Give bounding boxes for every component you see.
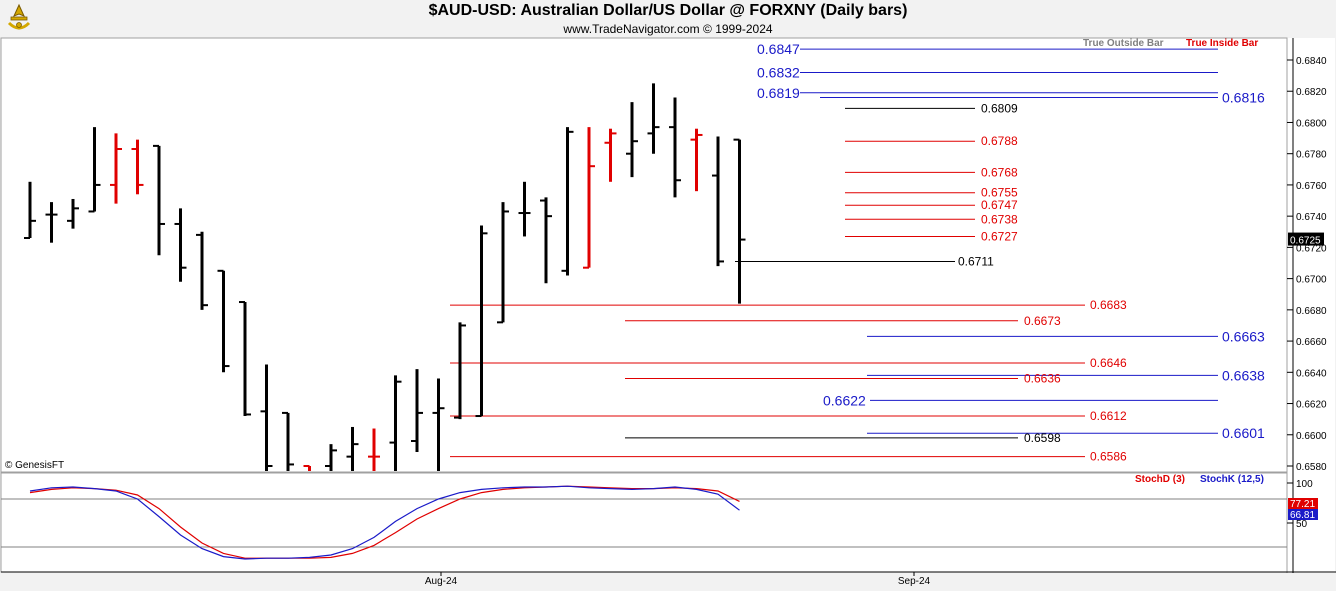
stoch-d-value: 77.21 bbox=[1290, 499, 1315, 510]
ohlc-bar bbox=[239, 301, 251, 417]
price-tick-label: 0.6840 bbox=[1296, 56, 1327, 67]
price-pane bbox=[0, 37, 1288, 473]
ohlc-bar bbox=[518, 181, 531, 237]
ohlc-bar bbox=[217, 269, 230, 373]
stoch-d-badge bbox=[1288, 498, 1318, 509]
price-tick-label: 0.6680 bbox=[1296, 306, 1327, 317]
ohlc-bar bbox=[561, 127, 574, 276]
price-tick-label: 0.6720 bbox=[1296, 243, 1327, 254]
ohlc-bar bbox=[153, 144, 165, 256]
price-tick-label: 0.6580 bbox=[1296, 462, 1327, 473]
price-level-label: 0.6816 bbox=[1222, 89, 1265, 105]
legend-inside-bar: True Inside Bar bbox=[1186, 38, 1258, 49]
price-level-label: 0.6636 bbox=[1024, 372, 1061, 386]
price-level-label: 0.6612 bbox=[1090, 409, 1127, 423]
ohlc-bar bbox=[712, 136, 724, 267]
last-price-label: 0.6725 bbox=[1290, 236, 1321, 247]
copyright-label: © GenesisFT bbox=[5, 460, 64, 471]
price-level-label: 0.6738 bbox=[981, 212, 1018, 226]
ohlc-bar bbox=[131, 139, 144, 195]
price-level-label: 0.6673 bbox=[1024, 314, 1061, 328]
ohlc-bar bbox=[45, 202, 58, 243]
ohlc-bar bbox=[669, 97, 681, 198]
price-tick-label: 0.6760 bbox=[1296, 181, 1327, 192]
price-level-label: 0.6638 bbox=[1222, 367, 1265, 383]
price-level-label: 0.6683 bbox=[1090, 298, 1127, 312]
price-level-label: 0.6598 bbox=[1024, 431, 1061, 445]
price-tick-label: 0.6640 bbox=[1296, 368, 1327, 379]
price-tick-label: 0.6600 bbox=[1296, 431, 1327, 442]
last-price-badge bbox=[1288, 232, 1324, 246]
ohlc-bar bbox=[475, 225, 488, 418]
stoch-tick-label: 50 bbox=[1296, 519, 1308, 530]
price-axis-area bbox=[1287, 38, 1335, 573]
ohlc-bar bbox=[454, 322, 466, 420]
price-level-label: 0.6809 bbox=[981, 101, 1018, 115]
price-level-label: 0.6601 bbox=[1222, 425, 1265, 441]
ohlc-bar bbox=[88, 127, 101, 213]
ohlc-bar bbox=[583, 127, 595, 269]
chart-title: $AUD-USD: Australian Dollar/US Dollar @ … bbox=[428, 2, 908, 19]
price-level-label: 0.6622 bbox=[823, 392, 866, 408]
price-tick-label: 0.6780 bbox=[1296, 150, 1327, 161]
price-tick-label: 0.6660 bbox=[1296, 337, 1327, 348]
ohlc-bar bbox=[303, 465, 311, 471]
ohlc-bar bbox=[411, 369, 423, 452]
ohlc-bar bbox=[432, 378, 445, 471]
ohlc-bar bbox=[282, 411, 294, 471]
ohlc-bar bbox=[24, 181, 36, 240]
ohlc-bar bbox=[67, 198, 79, 229]
ohlc-bar bbox=[389, 375, 402, 471]
ohlc-bar bbox=[690, 128, 703, 192]
stoch-k-line bbox=[29, 485, 740, 560]
ohlc-bar bbox=[626, 102, 638, 178]
price-level-label: 0.6847 bbox=[757, 41, 800, 57]
price-level-label: 0.6755 bbox=[981, 186, 1018, 200]
price-level-label: 0.6711 bbox=[958, 254, 994, 268]
ohlc-bar bbox=[260, 364, 273, 471]
date-tick-label: Sep-24 bbox=[898, 576, 931, 587]
stoch-pane bbox=[0, 472, 1288, 573]
ohlc-bar bbox=[110, 133, 122, 204]
price-level-label: 0.6819 bbox=[757, 85, 800, 101]
ohlc-bar bbox=[604, 128, 617, 182]
price-level-label: 0.6747 bbox=[981, 198, 1018, 212]
price-tick-label: 0.6820 bbox=[1296, 87, 1327, 98]
price-level-label: 0.6788 bbox=[981, 134, 1018, 148]
stoch-k-value: 66.81 bbox=[1290, 510, 1315, 521]
legend-outside-bar: True Outside Bar bbox=[1083, 38, 1164, 49]
ohlc-bar bbox=[368, 428, 380, 471]
price-level-label: 0.6727 bbox=[981, 229, 1018, 243]
chart-subtitle: www.TradeNavigator.com © 1999-2024 bbox=[563, 22, 773, 36]
stoch-tick-label: 100 bbox=[1296, 479, 1313, 490]
price-tick-label: 0.6740 bbox=[1296, 212, 1327, 223]
ohlc-bar bbox=[497, 202, 509, 324]
ohlc-bar bbox=[174, 208, 187, 282]
ohlc-bar bbox=[733, 138, 746, 304]
price-tick-label: 0.6620 bbox=[1296, 400, 1327, 411]
price-level-label: 0.6768 bbox=[981, 165, 1018, 179]
date-tick-label: Aug-24 bbox=[425, 576, 458, 587]
ohlc-bar bbox=[325, 444, 337, 471]
price-tick-label: 0.6700 bbox=[1296, 275, 1327, 286]
ohlc-bar bbox=[540, 197, 552, 284]
ohlc-bar bbox=[196, 231, 208, 310]
price-level-label: 0.6586 bbox=[1090, 450, 1127, 464]
stoch-k-badge bbox=[1288, 509, 1318, 520]
legend-stoch-d: StochD (3) bbox=[1135, 474, 1185, 485]
price-tick-label: 0.6800 bbox=[1296, 118, 1327, 129]
ohlc-bar bbox=[346, 426, 359, 471]
price-level-label: 0.6663 bbox=[1222, 328, 1265, 344]
trade-navigator-logo-icon bbox=[4, 3, 34, 33]
ohlc-bar bbox=[647, 83, 660, 154]
stoch-d-line bbox=[29, 485, 740, 559]
legend-stoch-k: StochK (12,5) bbox=[1200, 474, 1264, 485]
price-level-label: 0.6646 bbox=[1090, 356, 1127, 370]
price-level-label: 0.6832 bbox=[757, 64, 800, 80]
